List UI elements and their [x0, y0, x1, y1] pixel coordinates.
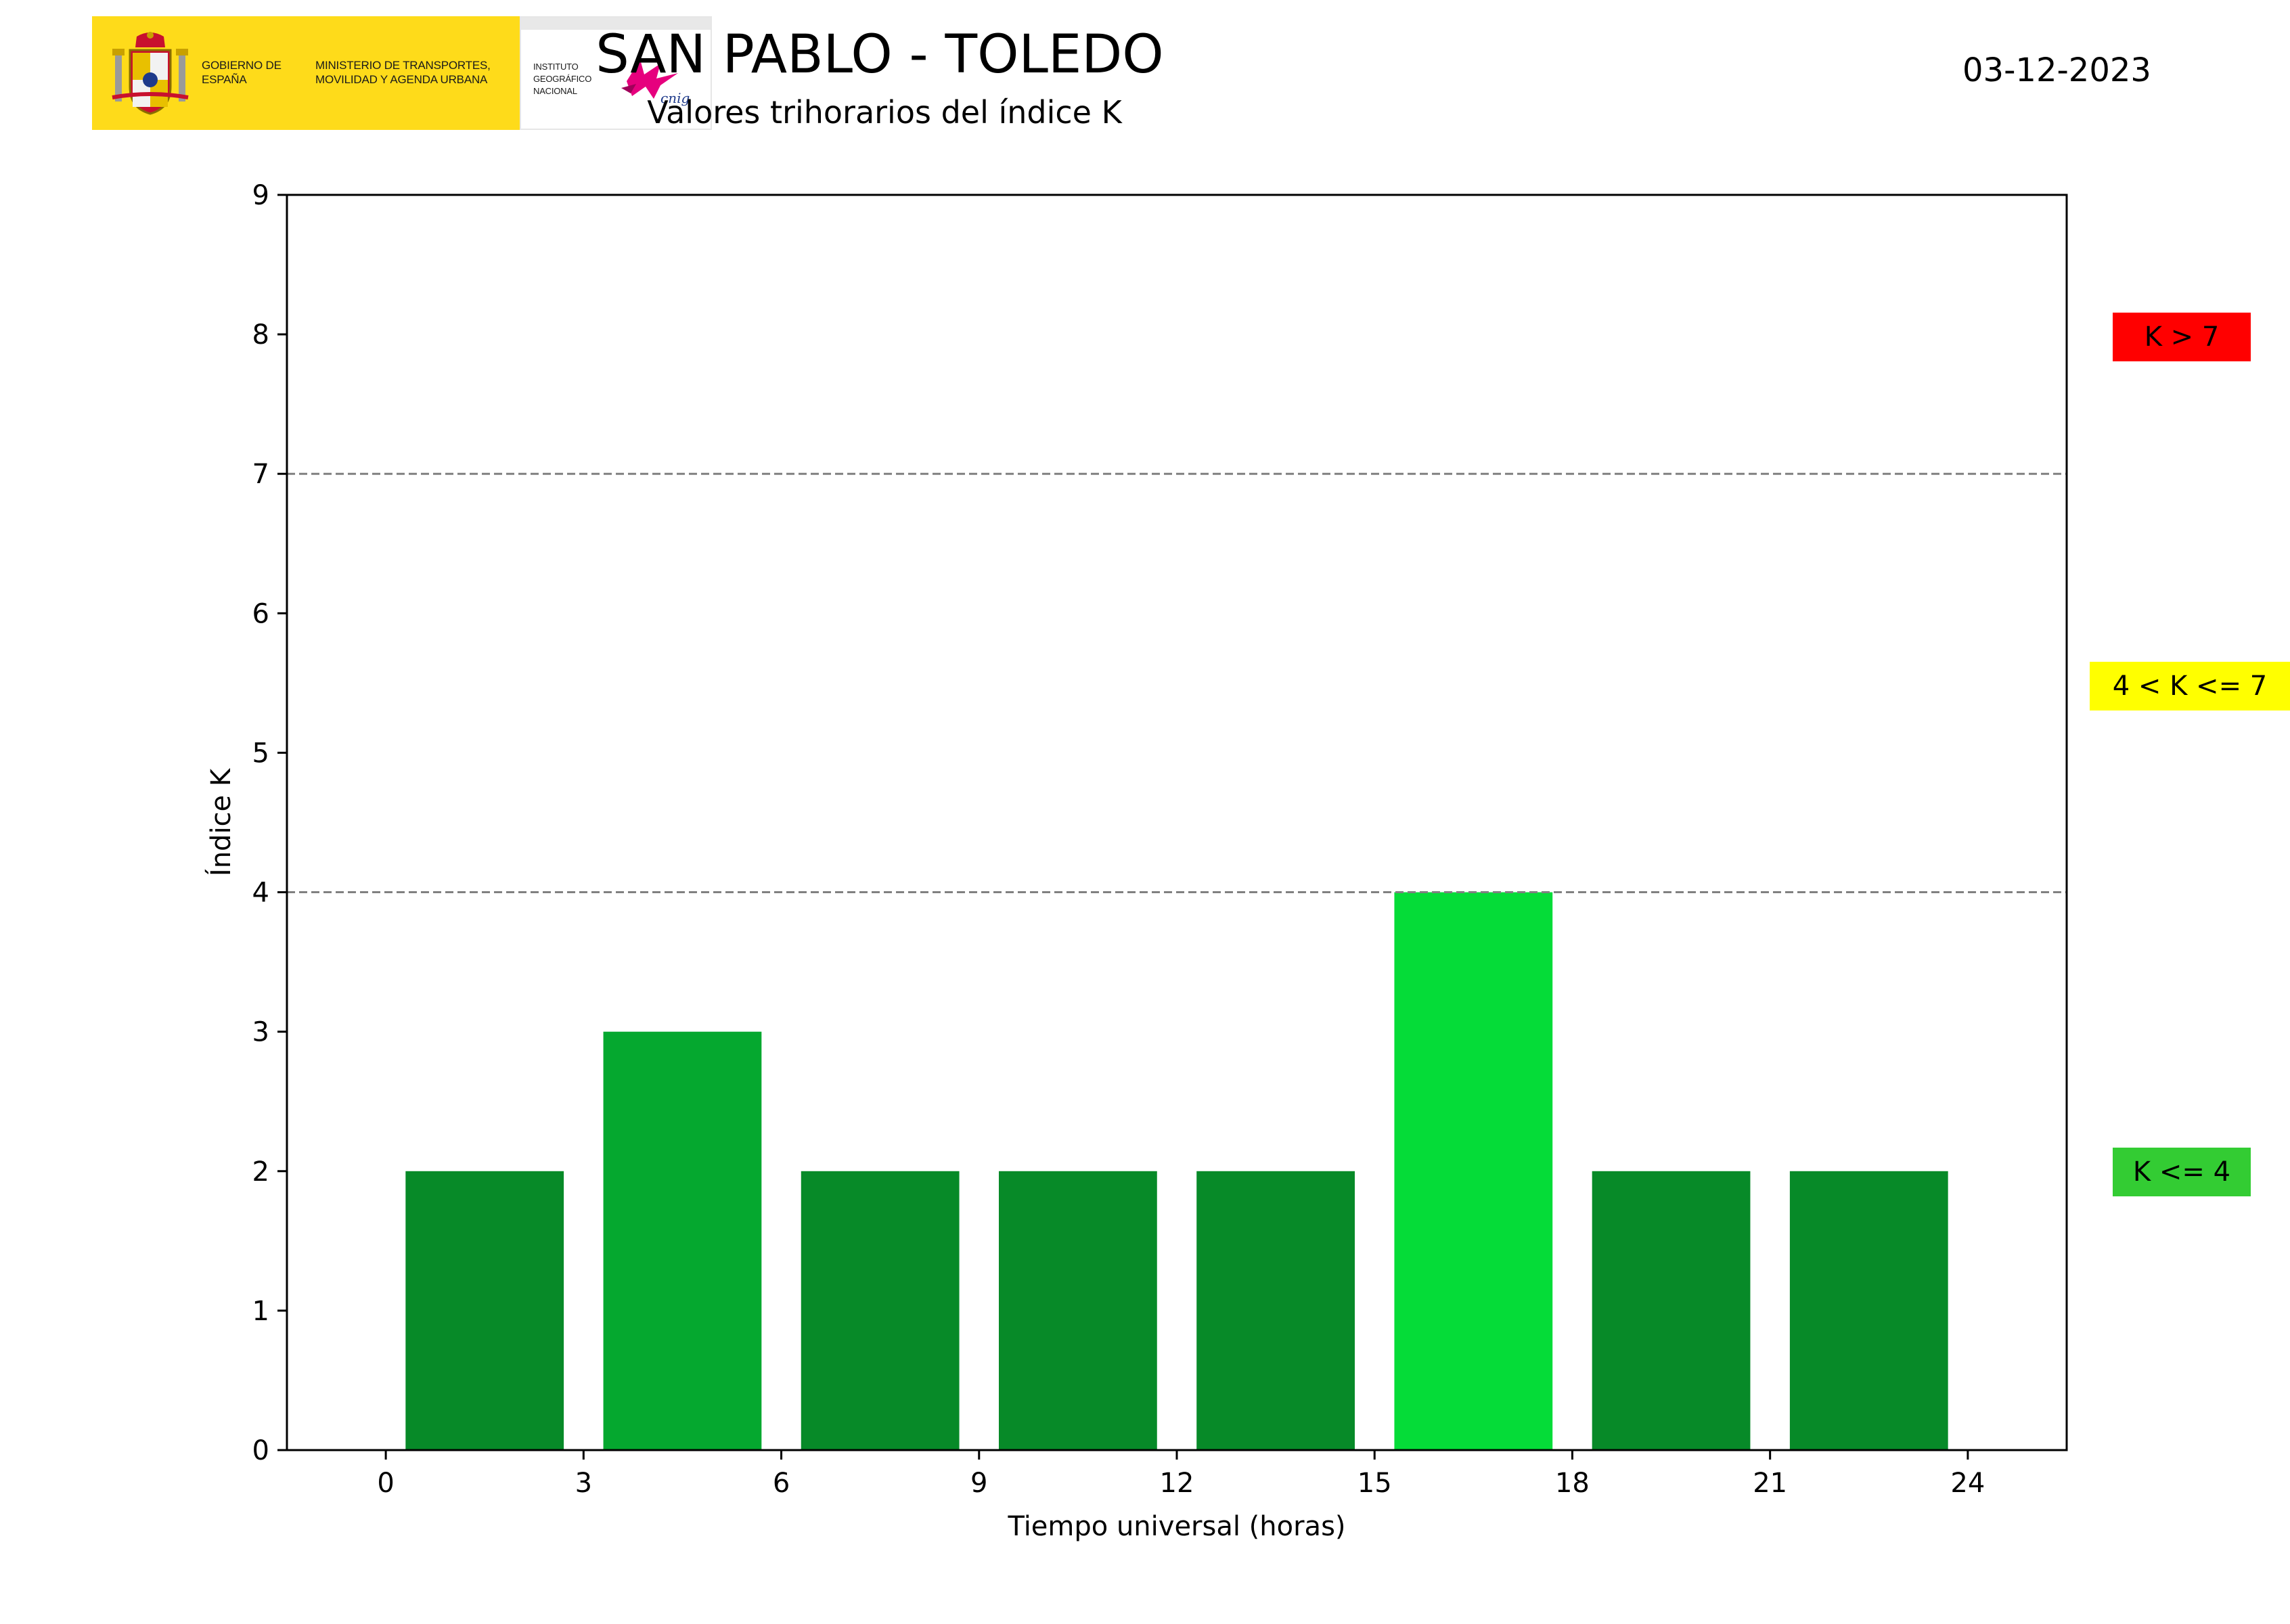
x-axis-label: Tiempo universal (horas) [1007, 1511, 1345, 1542]
y-tick-label: 1 [252, 1296, 269, 1327]
x-tick-label: 18 [1555, 1468, 1590, 1499]
bar-3 [999, 1171, 1157, 1450]
x-axis-ticks: 0 3 6 9 12 15 18 21 24 [377, 1450, 1985, 1499]
x-tick-label: 24 [1950, 1468, 1985, 1499]
x-tick-label: 21 [1753, 1468, 1787, 1499]
coat-of-arms-icon [112, 32, 189, 115]
x-tick-label: 3 [575, 1468, 592, 1499]
chart-title: SAN PABLO - TOLEDO [596, 24, 1164, 85]
x-tick-label: 12 [1160, 1468, 1194, 1499]
y-tick-label: 3 [252, 1017, 269, 1048]
y-tick-label: 6 [252, 598, 269, 629]
y-tick-label: 2 [252, 1156, 269, 1188]
government-logo-panel: GOBIERNO DE ESPAÑA MINISTERIO DE TRANSPO… [92, 16, 520, 130]
threshold-lines [287, 472, 2067, 894]
y-tick-label: 7 [252, 459, 269, 490]
legend-k-under-4-label: K <= 4 [2132, 1156, 2231, 1188]
ign-logo-icon: cnig [621, 60, 690, 106]
date-label: 03-12-2023 [1962, 51, 2151, 89]
bar-0 [405, 1171, 564, 1450]
legend-k-4-to-7: 4 < K <= 7 [2090, 662, 2290, 710]
institute-label: INSTITUTO GEOGRÁFICO NACIONAL [533, 62, 592, 96]
chart-subtitle: Valores trihorarios del índice K [647, 94, 1122, 131]
x-tick-label: 6 [773, 1468, 790, 1499]
bar-4 [1196, 1171, 1355, 1450]
x-tick-label: 9 [970, 1468, 987, 1499]
y-tick-label: 8 [252, 319, 269, 351]
header-logo: GOBIERNO DE ESPAÑA MINISTERIO DE TRANSPO… [92, 16, 712, 130]
bar-2 [801, 1171, 960, 1450]
x-tick-label: 0 [377, 1468, 394, 1499]
legend-k-4-to-7-label: 4 < K <= 7 [2112, 671, 2268, 702]
y-tick-label: 0 [252, 1435, 269, 1466]
y-axis-ticks: 0 1 2 3 4 5 6 7 8 9 [252, 180, 287, 1466]
legend-k-under-4: K <= 4 [2113, 1148, 2251, 1196]
ministry-label: MINISTERIO DE TRANSPORTES, MOVILIDAD Y A… [315, 59, 491, 86]
cnig-mark: cnig [660, 90, 690, 106]
bar-6 [1592, 1171, 1751, 1450]
bar-7 [1789, 1171, 1948, 1450]
bar-series [405, 892, 1948, 1450]
ign-logo-bar [521, 18, 711, 30]
bar-1 [603, 1031, 762, 1450]
bar-5 [1394, 892, 1553, 1450]
y-tick-label: 9 [252, 180, 269, 211]
legend-k-over-7: K > 7 [2113, 313, 2251, 361]
x-tick-label: 15 [1357, 1468, 1392, 1499]
ign-logo-panel [520, 16, 712, 130]
legend-k-over-7-label: K > 7 [2144, 321, 2220, 353]
y-tick-label: 4 [252, 878, 269, 909]
y-axis-label: Índice K [204, 767, 237, 876]
y-tick-label: 5 [252, 738, 269, 769]
government-label: GOBIERNO DE ESPAÑA [202, 59, 282, 86]
